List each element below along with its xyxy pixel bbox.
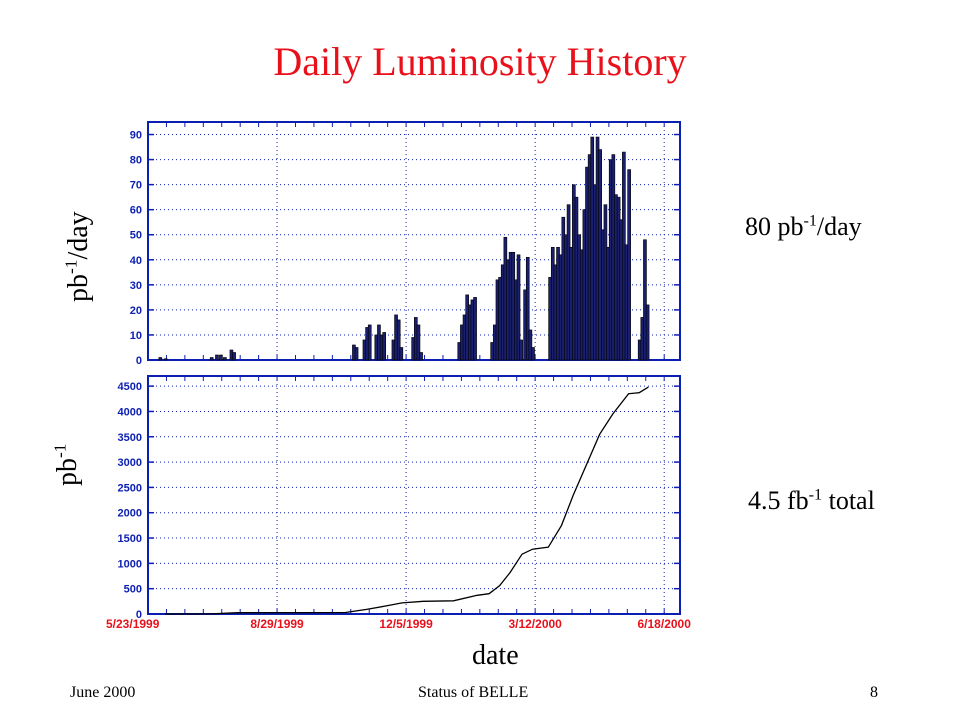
integrated-luminosity-chart: 0 500 1000 1500 2000 2500 3000 3500 4000 4500 5/23…: [106, 375, 692, 631]
y-tick-label: 30: [130, 280, 142, 292]
bar: [396, 319, 401, 361]
y-tick-label: 3500: [118, 432, 142, 444]
bar: [419, 352, 423, 361]
x-tick-label: 5/23/1999: [106, 617, 160, 631]
x-tick-label: 8/29/1999: [250, 617, 304, 631]
bar: [163, 358, 168, 361]
footer-page-number: 8: [870, 684, 878, 701]
y-tick-label: 1000: [118, 558, 142, 570]
footer-title: Status of BELLE: [418, 684, 529, 701]
x-tick-label: 6/18/2000: [638, 617, 692, 631]
y-tick-label: 80: [130, 155, 142, 167]
bar: [219, 354, 223, 361]
x-tick-label: 3/12/2000: [508, 617, 562, 631]
cumulative-line: [165, 386, 649, 615]
bar: [158, 357, 163, 361]
bar: [209, 357, 214, 361]
plot-frame: [147, 375, 681, 615]
bar: [627, 169, 631, 361]
y-tick-label: 90: [130, 130, 142, 142]
peak-rate-note: 80 pb-1/day: [745, 212, 862, 241]
x-axis-label: date: [472, 640, 519, 671]
bar: [215, 354, 219, 361]
y-tick-label: 2500: [118, 482, 142, 494]
y-tick-label: 1500: [118, 533, 142, 545]
page-title: Daily Luminosity History: [273, 39, 687, 84]
bar: [473, 297, 477, 361]
bar: [223, 357, 227, 361]
y-tick-label: 60: [130, 205, 142, 217]
total-note: 4.5 fb-1 total: [748, 486, 875, 515]
y-tick-label: 3000: [118, 457, 142, 469]
footer-date: June 2000: [70, 684, 136, 701]
bar: [399, 347, 404, 361]
y-tick-label: 20: [130, 305, 142, 317]
y-tick-label: 0: [136, 609, 142, 621]
y-tick-label: 50: [130, 230, 142, 242]
y-tick-label: 4000: [118, 406, 142, 418]
bar: [519, 339, 523, 361]
y-tick-label: 70: [130, 180, 142, 192]
bar: [416, 324, 421, 361]
y-tick-label: 4500: [118, 381, 142, 393]
bar: [367, 324, 372, 361]
bar: [645, 304, 650, 361]
bar: [528, 329, 533, 361]
bar: [232, 352, 236, 361]
bar: [382, 332, 387, 361]
y-tick-label: 10: [130, 330, 142, 342]
x-tick-label: 12/5/1999: [379, 617, 433, 631]
daily-luminosity-chart: 0 10 20 30 40 50 60 70 80 90: [130, 121, 681, 367]
y-tick-label: 500: [124, 584, 142, 596]
y-tick-label: 40: [130, 255, 142, 267]
y-tick-label: 0: [136, 355, 142, 367]
bar: [531, 347, 535, 361]
y-tick-label: 2000: [118, 508, 142, 520]
bar: [525, 256, 530, 361]
bar: [354, 347, 359, 361]
bar: [643, 239, 647, 361]
bar: [516, 254, 521, 361]
